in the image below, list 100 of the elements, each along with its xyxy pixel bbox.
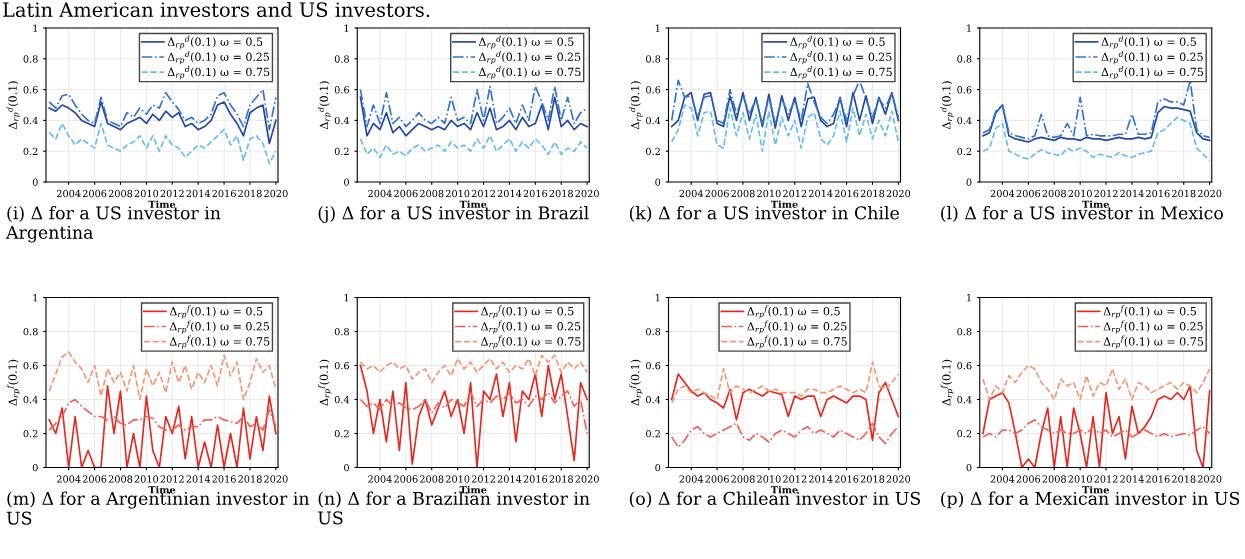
legend-label: Δ$_{rp}$$^{f}$(0.1) ω = 0.75 — [747, 335, 847, 349]
y-axis-title: Δ$_{rp}$$^{f}$(0.1) — [629, 359, 643, 406]
legend-label: Δ$_{rp}$$^{f}$(0.1) ω = 0.75 — [481, 335, 581, 349]
x-tick-label: 2016 — [523, 475, 548, 483]
y-axis-title: Δ$_{rp}$$^{d}$(0.1) — [317, 81, 332, 130]
x-tick-label: 2012 — [160, 475, 184, 483]
x-tick-label: 2008 — [1042, 475, 1066, 483]
x-tick-label: 2016 — [1146, 475, 1170, 483]
x-tick-label: 2018 — [860, 475, 885, 483]
x-tick-label: 2012 — [471, 189, 495, 198]
x-axis-title: Time — [770, 200, 798, 208]
y-tick-label: 0.8 — [23, 327, 38, 336]
y-tick-label: 0 — [966, 178, 972, 186]
x-tick-label: 2014 — [186, 189, 211, 198]
x-tick-label: 2008 — [731, 475, 755, 483]
y-tick-label: 0.8 — [646, 55, 661, 63]
legend-label: Δ$_{rp}$$^{f}$(0.1) ω = 0.5 — [1103, 305, 1196, 319]
x-tick-label: 2008 — [1042, 189, 1066, 198]
line-series — [670, 373, 900, 442]
legend-label: Δ$_{rp}$$^{f}$(0.1) ω = 0.75 — [169, 335, 270, 349]
x-tick-label: 2012 — [471, 475, 495, 483]
y-tick-label: 0 — [32, 463, 38, 472]
x-tick-label: 2008 — [108, 189, 133, 198]
y-tick-label: 0.4 — [957, 116, 972, 125]
x-tick-label: 2010 — [757, 475, 781, 483]
line-series — [359, 354, 588, 384]
x-tick-label: 2010 — [134, 475, 159, 483]
x-tick-label: 2010 — [1068, 189, 1092, 198]
x-tick-label: 2018 — [238, 475, 262, 483]
line-series — [48, 101, 277, 145]
y-tick-label: 0.2 — [334, 429, 349, 438]
legend-label: Δ$_{rp}$$^{f}$(0.1) ω = 0.25 — [1103, 320, 1203, 334]
x-tick-label: 2020 — [575, 189, 599, 198]
x-tick-label: 2012 — [1094, 475, 1118, 483]
y-tick-label: 0.6 — [957, 86, 972, 94]
line-series — [359, 85, 588, 128]
legend-label: Δ$_{rp}$$^{d}$(0.1) ω = 0.25 — [790, 50, 892, 65]
y-tick-label: 1 — [967, 24, 971, 32]
legend-label: Δ$_{rp}$$^{d}$(0.1) ω = 0.75 — [478, 66, 581, 80]
y-tick-label: 0.6 — [334, 361, 349, 370]
y-tick-label: 0.8 — [334, 327, 349, 336]
y-tick-label: 0.4 — [957, 395, 972, 404]
legend-label: Δ$_{rp}$$^{f}$(0.1) ω = 0.75 — [1103, 335, 1204, 349]
line-series — [670, 79, 900, 125]
x-tick-label: 2012 — [1094, 189, 1118, 198]
x-tick-label: 2004 — [56, 475, 81, 483]
x-axis-title: Time — [1082, 485, 1110, 494]
x-tick-label: 2006 — [1016, 189, 1041, 198]
x-tick-label: 2018 — [860, 189, 885, 198]
y-tick-label: 0.2 — [646, 429, 660, 438]
y-tick-label: 1 — [655, 24, 660, 32]
x-tick-label: 2020 — [1197, 189, 1222, 198]
x-tick-label: 2004 — [679, 475, 704, 483]
x-tick-label: 2016 — [1146, 189, 1170, 198]
y-tick-label: 1 — [344, 293, 349, 302]
line-series — [982, 104, 1211, 143]
x-tick-label: 2006 — [705, 189, 729, 198]
x-tick-label: 2020 — [886, 475, 911, 483]
x-tick-label: 2004 — [990, 475, 1015, 483]
legend-label: Δ$_{rp}$$^{f}$(0.1) ω = 0.5 — [169, 305, 263, 319]
y-axis-title: Δ$_{rp}$$^{f}$(0.1) — [6, 359, 20, 406]
x-tick-label: 2010 — [757, 189, 781, 198]
y-axis-title: Δ$_{rp}$$^{f}$(0.1) — [940, 359, 954, 406]
legend-label: Δ$_{rp}$$^{d}$(0.1) ω = 0.75 — [1101, 66, 1204, 80]
x-tick-label: 2010 — [445, 189, 470, 198]
text: (k) Δ for a US investor in Chile — [629, 206, 899, 222]
x-tick-label: 2006 — [1016, 475, 1041, 483]
y-tick-label: 0.8 — [646, 327, 661, 336]
x-axis-title: Time — [1082, 200, 1110, 208]
legend-label: Δ$_{rp}$$^{f}$(0.1) ω = 0.25 — [169, 320, 269, 334]
x-tick-label: 2004 — [56, 189, 81, 198]
line-series — [359, 134, 588, 159]
y-tick-label: 0.4 — [646, 395, 661, 404]
y-axis-title: Δ$_{rp}$$^{f}$(0.1) — [317, 359, 332, 406]
y-axis-title: Δ$_{rp}$$^{d}$(0.1) — [940, 81, 954, 130]
x-tick-label: 2014 — [1120, 189, 1144, 198]
y-tick-label: 0.2 — [23, 429, 38, 438]
y-tick-label: 0.2 — [646, 147, 660, 156]
x-tick-label: 2014 — [808, 475, 833, 483]
x-tick-label: 2014 — [1120, 475, 1144, 483]
y-tick-label: 0.2 — [957, 147, 972, 156]
x-tick-label: 2012 — [160, 189, 184, 198]
line-series — [48, 351, 277, 401]
x-tick-label: 2004 — [679, 189, 704, 198]
x-tick-label: 2014 — [186, 475, 211, 483]
line-series — [982, 364, 1211, 401]
x-tick-label: 2016 — [212, 475, 236, 483]
y-tick-label: 0.4 — [334, 116, 350, 125]
x-tick-label: 2008 — [108, 475, 133, 483]
legend-label: Δ$_{rp}$$^{f}$(0.1) ω = 0.25 — [481, 320, 581, 334]
x-tick-label: 2008 — [420, 189, 444, 198]
y-tick-label: 0 — [344, 463, 349, 472]
x-tick-label: 2016 — [523, 189, 548, 198]
legend-label: Δ$_{rp}$$^{f}$(0.1) ω = 0.5 — [747, 305, 840, 319]
x-axis-title: Time — [148, 485, 176, 494]
legend-label: Δ$_{rp}$$^{d}$(0.1) ω = 0.5 — [1101, 35, 1196, 50]
line-series — [670, 91, 900, 129]
line-series — [359, 390, 588, 435]
text: (m) Δ for a Argentinian investor in US — [6, 491, 310, 525]
y-tick-label: 0.4 — [334, 395, 350, 404]
